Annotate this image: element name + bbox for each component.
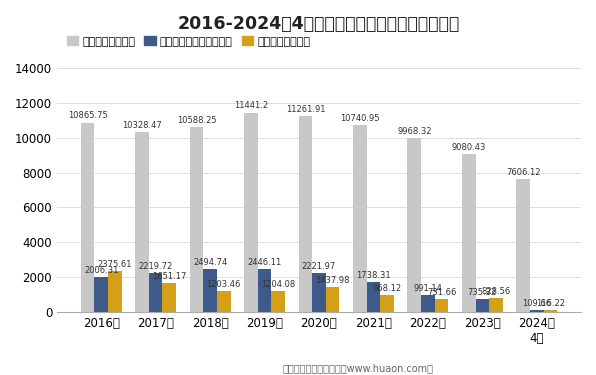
Text: 2375.61: 2375.61 bbox=[98, 260, 132, 268]
Text: 731.66: 731.66 bbox=[427, 288, 456, 297]
Bar bbox=[271, 291, 285, 312]
Bar bbox=[544, 310, 557, 312]
Text: 10740.95: 10740.95 bbox=[340, 114, 380, 123]
Bar bbox=[326, 287, 339, 312]
Text: 735.32: 735.32 bbox=[468, 288, 497, 297]
Bar bbox=[203, 268, 217, 312]
Text: 116.22: 116.22 bbox=[536, 299, 565, 308]
Bar bbox=[190, 128, 203, 312]
Bar bbox=[476, 299, 489, 312]
Bar bbox=[462, 154, 476, 312]
Bar bbox=[367, 282, 380, 312]
Text: 968.12: 968.12 bbox=[372, 284, 402, 293]
Text: 11261.91: 11261.91 bbox=[285, 105, 325, 114]
Text: 10328.47: 10328.47 bbox=[122, 121, 162, 130]
Title: 2016-2024年4月黑龙江省房地产施工及廚工面积: 2016-2024年4月黑龙江省房地产施工及廚工面积 bbox=[178, 15, 460, 33]
Text: 2494.74: 2494.74 bbox=[193, 258, 227, 267]
Bar bbox=[434, 299, 448, 312]
Text: 11441.2: 11441.2 bbox=[234, 101, 268, 110]
Bar bbox=[135, 132, 149, 312]
Text: 1651.17: 1651.17 bbox=[152, 272, 187, 281]
Bar bbox=[530, 310, 544, 312]
Text: 7606.12: 7606.12 bbox=[506, 168, 541, 177]
Text: 1738.31: 1738.31 bbox=[356, 271, 391, 280]
Bar bbox=[489, 298, 503, 312]
Text: 9968.32: 9968.32 bbox=[397, 127, 432, 136]
Bar bbox=[108, 271, 122, 312]
Bar bbox=[299, 116, 312, 312]
Text: 10588.25: 10588.25 bbox=[176, 116, 216, 125]
Text: 1203.46: 1203.46 bbox=[207, 280, 241, 289]
Bar bbox=[380, 295, 394, 312]
Legend: 施工面积（万㎡）, 新开工施工面积（万㎡）, 廚工面积（万㎡）: 施工面积（万㎡）, 新开工施工面积（万㎡）, 廚工面积（万㎡） bbox=[63, 32, 315, 51]
Text: 制图：华经产业研究院（www.huaon.com）: 制图：华经产业研究院（www.huaon.com） bbox=[282, 363, 433, 373]
Bar bbox=[421, 295, 434, 312]
Bar bbox=[149, 273, 163, 312]
Text: 9080.43: 9080.43 bbox=[452, 142, 486, 152]
Bar bbox=[408, 138, 421, 312]
Bar bbox=[94, 277, 108, 312]
Bar bbox=[217, 291, 231, 312]
Bar bbox=[312, 273, 326, 312]
Text: 2006.31: 2006.31 bbox=[84, 266, 119, 275]
Text: 991.14: 991.14 bbox=[414, 284, 442, 293]
Bar bbox=[257, 270, 271, 312]
Bar bbox=[163, 284, 176, 312]
Text: 2446.11: 2446.11 bbox=[247, 258, 282, 267]
Bar bbox=[353, 125, 367, 312]
Text: 2221.97: 2221.97 bbox=[302, 262, 336, 271]
Text: 109.66: 109.66 bbox=[522, 299, 551, 308]
Bar bbox=[516, 180, 530, 312]
Text: 1204.08: 1204.08 bbox=[261, 280, 295, 289]
Text: 2219.72: 2219.72 bbox=[138, 262, 173, 272]
Text: 828.56: 828.56 bbox=[482, 286, 511, 296]
Text: 1437.98: 1437.98 bbox=[315, 276, 350, 285]
Bar bbox=[81, 123, 94, 312]
Text: 10865.75: 10865.75 bbox=[68, 111, 107, 120]
Bar bbox=[244, 112, 257, 312]
